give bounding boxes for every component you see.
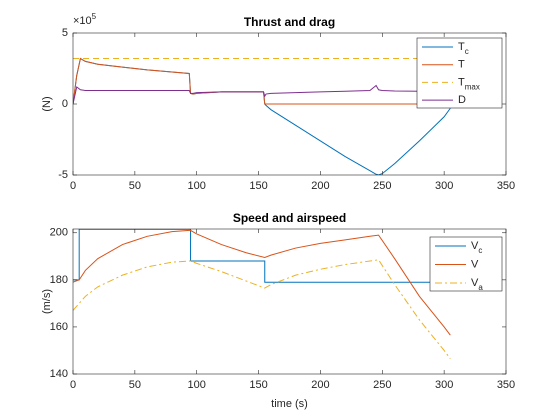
x-tick-label: 200 [311, 379, 329, 391]
x-tick-label: 300 [435, 379, 453, 391]
series-line [73, 259, 451, 360]
chart-title: Speed and airspeed [233, 211, 346, 225]
exponent-base: ×10 [73, 15, 92, 27]
x-tick-label: 300 [435, 180, 453, 192]
y-axis-label: (N) [41, 96, 53, 111]
x-axis-label: time (s) [271, 398, 308, 410]
legend-subscript: c [465, 47, 469, 56]
x-tick-label: 350 [497, 180, 515, 192]
x-tick-label: 0 [70, 379, 76, 391]
legend-subscript: a [478, 283, 483, 292]
x-tick-label: 100 [188, 180, 206, 192]
x-tick-label: 150 [249, 180, 267, 192]
x-tick-label: 250 [373, 180, 391, 192]
exponent-power: 5 [92, 12, 97, 21]
axis-exponent: ×105 [73, 12, 97, 27]
y-axis-label: (m/s) [41, 289, 53, 314]
legend-name: V [471, 240, 479, 252]
series-line [73, 229, 451, 336]
y-tick-label: 5 [62, 27, 68, 39]
legend-label: Tc [458, 41, 469, 56]
x-tick-label: 150 [249, 379, 267, 391]
legend-label: D [458, 94, 466, 106]
legend-name: V [471, 277, 479, 289]
x-tick-label: 250 [373, 379, 391, 391]
y-tick-label: 200 [50, 227, 68, 239]
legend-subscript: c [478, 246, 482, 255]
y-tick-label: 0 [62, 98, 68, 110]
legend-name: D [458, 94, 466, 106]
x-tick-label: 350 [497, 379, 515, 391]
legend-subscript: max [465, 82, 480, 91]
axes-box [72, 228, 507, 375]
legend-label: V [471, 258, 479, 270]
legend-label: Vc [471, 240, 482, 255]
legend-name: T [458, 59, 465, 71]
legend-label: Va [471, 277, 483, 292]
y-tick-label: 140 [50, 368, 68, 380]
y-tick-label: 160 [50, 321, 68, 333]
legend-name: V [471, 258, 479, 270]
x-tick-label: 0 [70, 180, 76, 192]
series-line [73, 84, 451, 105]
y-tick-label: 180 [50, 274, 68, 286]
chart-title: Thrust and drag [244, 15, 335, 29]
x-tick-label: 50 [129, 180, 141, 192]
legend-box [416, 37, 503, 109]
y-tick-label: -5 [58, 169, 68, 181]
x-tick-label: 100 [188, 379, 206, 391]
legend-label: Tmax [458, 76, 480, 91]
legend-name: T [458, 76, 465, 88]
x-tick-label: 200 [311, 180, 329, 192]
x-tick-label: 50 [129, 379, 141, 391]
legend-label: T [458, 59, 465, 71]
legend-name: T [458, 41, 465, 53]
